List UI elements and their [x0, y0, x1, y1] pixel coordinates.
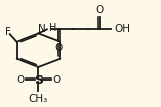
- Text: H: H: [49, 23, 57, 33]
- Text: OH: OH: [114, 24, 130, 34]
- Text: S: S: [34, 74, 43, 87]
- Text: O: O: [55, 43, 63, 53]
- Text: O: O: [95, 5, 103, 15]
- Text: F: F: [5, 27, 11, 37]
- Text: N: N: [38, 24, 46, 34]
- Text: O: O: [16, 75, 24, 85]
- Text: CH₃: CH₃: [29, 94, 48, 104]
- Text: O: O: [52, 75, 61, 85]
